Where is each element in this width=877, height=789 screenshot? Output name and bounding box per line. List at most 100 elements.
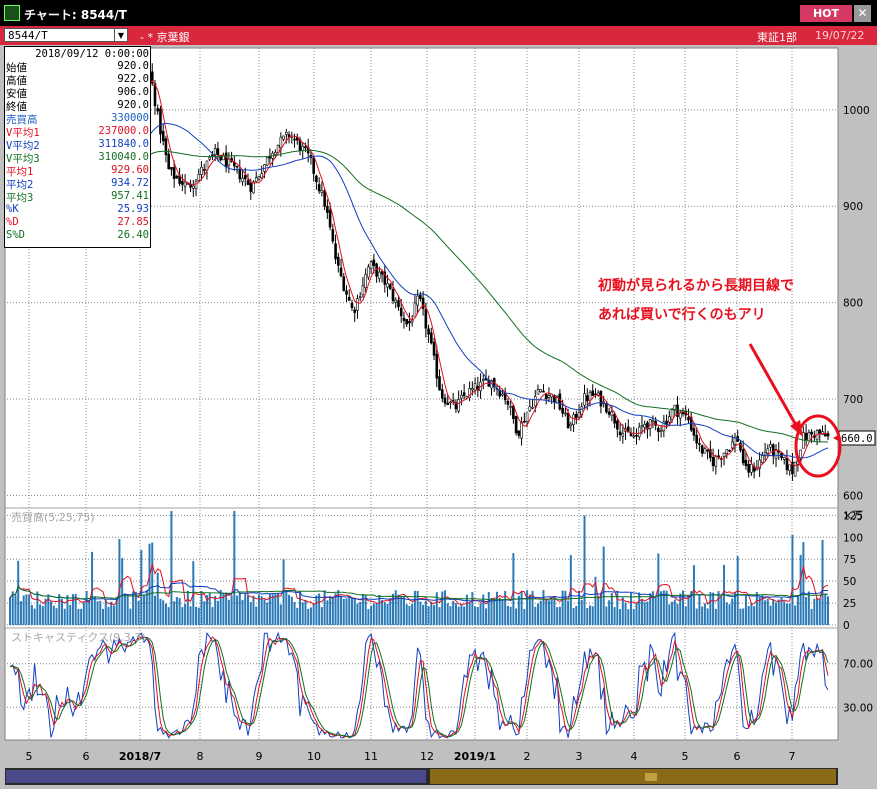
symbol-bar: 8544/T ▼ - * 京葉銀 東証1部 19/07/22: [0, 26, 877, 45]
candle-body: [353, 309, 357, 313]
x-tick-label: 8: [197, 750, 204, 763]
volume-bar: [383, 602, 386, 625]
data-window-value: 929.60: [111, 164, 149, 176]
volume-bar: [580, 599, 583, 625]
candle-body: [722, 452, 726, 457]
volume-bar: [796, 594, 799, 625]
volume-bar: [457, 606, 460, 625]
volume-bar: [318, 593, 321, 625]
candle-body: [613, 413, 616, 424]
volume-bar: [668, 604, 671, 625]
volume-bar: [219, 589, 222, 625]
data-window-value: 906.0: [117, 86, 149, 98]
data-window-row: 終値 920.0: [5, 99, 150, 113]
hot-button[interactable]: HOT: [800, 5, 852, 22]
candle-body: [473, 383, 477, 391]
volume-bar: [553, 596, 556, 625]
volume-bar: [520, 591, 523, 625]
candle-body: [632, 435, 636, 438]
candle-body: [481, 379, 485, 382]
candle-body: [334, 243, 337, 260]
candle-body: [254, 177, 258, 182]
volume-bar: [348, 597, 351, 625]
volume-bar: [772, 599, 775, 625]
volume-bar: [268, 594, 271, 625]
candle-body: [635, 434, 638, 437]
volume-bar: [44, 598, 47, 625]
candle-body: [265, 157, 269, 166]
volume-bar: [309, 607, 312, 625]
volume-bar: [476, 607, 479, 625]
volume-bar: [107, 606, 110, 625]
candle-body: [520, 422, 523, 439]
candle-body: [257, 176, 261, 180]
candle-body: [388, 284, 392, 289]
volume-bar: [712, 592, 715, 625]
candle-body: [561, 407, 564, 414]
volume-bar: [255, 606, 258, 625]
scrollbar-thumb[interactable]: [430, 769, 836, 784]
volume-bar: [534, 606, 537, 625]
volume-bar: [156, 572, 159, 625]
volume-bar: [780, 597, 783, 625]
volume-bar: [755, 592, 758, 625]
candle-body: [156, 108, 160, 112]
volume-bar: [630, 593, 633, 625]
candle-body: [585, 395, 589, 402]
volume-bar: [93, 596, 96, 625]
volume-bar: [216, 600, 219, 625]
candle-body: [818, 429, 822, 434]
volume-bar: [660, 591, 663, 625]
candle-body: [607, 411, 611, 415]
data-window-value: 27.85: [117, 216, 149, 228]
volume-bar: [353, 598, 356, 625]
candle-body: [640, 425, 644, 427]
candle-body: [249, 182, 253, 192]
candle-body: [358, 296, 362, 298]
x-tick-label: 10: [307, 750, 321, 763]
candle-body: [347, 296, 351, 301]
data-window-value: 920.0: [117, 99, 149, 111]
volume-bar: [88, 599, 91, 625]
candle-body: [747, 464, 750, 473]
candle-body: [536, 389, 540, 395]
volume-bar: [816, 598, 819, 625]
scrollbar-grip[interactable]: [645, 773, 657, 781]
candle-body: [181, 181, 184, 185]
volume-bar: [523, 608, 526, 625]
volume-bar: [74, 593, 77, 625]
volume-average-line: [9, 585, 828, 601]
volume-bar: [148, 543, 151, 625]
close-button[interactable]: ✕: [854, 5, 871, 22]
x-tick-label: 4: [631, 750, 638, 763]
ticker-input[interactable]: 8544/T: [4, 28, 116, 42]
volume-bar: [345, 598, 348, 625]
ticker-dropdown-icon[interactable]: ▼: [114, 28, 128, 42]
volume-bar: [813, 598, 816, 625]
candle-body: [804, 432, 808, 440]
volume-bar: [515, 608, 518, 625]
annotation-arrow-line: [748, 343, 799, 428]
candle-body: [197, 173, 201, 181]
volume-bar: [225, 592, 228, 625]
volume-bar: [293, 602, 296, 625]
volume-bar: [550, 596, 553, 625]
volume-bar: [189, 606, 192, 625]
volume-bar: [405, 604, 408, 625]
volume-bar: [498, 597, 501, 625]
volume-bar: [370, 605, 373, 625]
candle-body: [766, 448, 770, 454]
volume-bar: [479, 603, 482, 625]
price-tick-label: 800: [843, 298, 863, 310]
data-window-label: V平均2: [6, 140, 40, 152]
volume-bar: [60, 598, 63, 625]
x-tick-label: 2: [524, 750, 531, 763]
volume-bar: [539, 600, 542, 625]
candle-body: [282, 135, 285, 140]
volume-bar: [263, 599, 266, 625]
volume-bar: [799, 554, 802, 625]
volume-bar: [821, 539, 824, 625]
volume-bar: [742, 608, 745, 625]
candle-body: [539, 389, 543, 393]
candle-body: [591, 390, 595, 396]
